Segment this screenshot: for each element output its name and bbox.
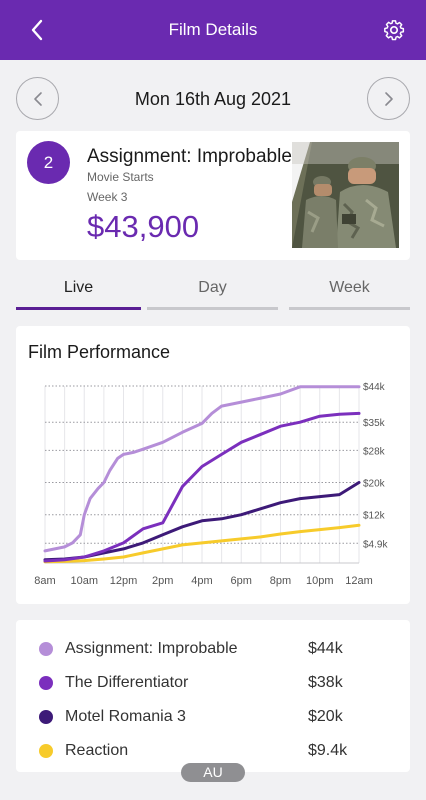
current-date: Mon 16th Aug 2021 xyxy=(134,89,292,109)
page-title: Film Details xyxy=(168,20,258,39)
chart-title: Film Performance xyxy=(28,342,171,362)
tab-week[interactable]: Week xyxy=(289,270,410,312)
series-line xyxy=(43,523,361,564)
x-tick-label: 8am xyxy=(34,575,55,587)
performance-chart: 8am 10am 12pm 2pm 4pm 6pm 8pm 10pm 12am $4.9k $12k… xyxy=(34,382,388,587)
tab-live-label: Live xyxy=(63,279,94,296)
series-line xyxy=(43,385,361,553)
date-navigation: Mon 16th Aug 2021 xyxy=(0,60,426,132)
film-poster-image xyxy=(292,142,399,248)
legend-film-value: $38k xyxy=(308,674,343,691)
tab-live[interactable]: Live xyxy=(16,270,141,312)
film-performance-card: Film Performance 8am 10am 12pm 2pm 4pm 6pm 8pm… xyxy=(16,326,410,604)
next-date-button[interactable] xyxy=(367,77,410,120)
legend-card: Assignment: Improbable $44k The Differen… xyxy=(16,620,410,772)
x-tick-label: 4pm xyxy=(191,575,212,587)
x-tick-label: 2pm xyxy=(152,575,173,587)
y-tick-label: $44k xyxy=(363,382,386,393)
legend-item[interactable]: The Differentiator $38k xyxy=(16,668,410,698)
back-button[interactable] xyxy=(22,14,52,46)
y-tick-label: $4.9k xyxy=(363,539,388,550)
x-tick-label: 10am xyxy=(70,575,98,587)
region-badge[interactable]: AU xyxy=(181,763,245,782)
film-gross: $43,900 xyxy=(87,209,200,244)
legend-item[interactable]: Motel Romania 3 $20k xyxy=(16,702,410,732)
legend-item[interactable]: Assignment: Improbable $44k xyxy=(16,634,410,664)
tab-week-label: Week xyxy=(329,279,370,296)
x-tick-label: 12am xyxy=(345,575,373,587)
series-line xyxy=(43,411,361,563)
previous-date-button[interactable] xyxy=(16,77,59,120)
legend-film-name: Reaction xyxy=(65,742,129,759)
legend-film-name: The Differentiator xyxy=(65,674,189,691)
legend-film-value: $9.4k xyxy=(308,742,348,759)
legend-film-name: Assignment: Improbable xyxy=(65,640,238,657)
gear-icon xyxy=(384,20,405,41)
legend-color-dot xyxy=(39,710,53,724)
legend-color-dot xyxy=(39,642,53,656)
film-title: Assignment: Improbable xyxy=(87,146,292,167)
film-status: Movie Starts xyxy=(87,170,154,184)
tab-day-label: Day xyxy=(198,279,227,296)
legend-film-value: $20k xyxy=(308,708,343,725)
rank-badge: 2 xyxy=(27,141,70,184)
x-tick-label: 12pm xyxy=(110,575,138,587)
chevron-left-icon xyxy=(31,19,43,41)
x-tick-label: 6pm xyxy=(231,575,252,587)
film-week: Week 3 xyxy=(87,190,128,204)
legend-item[interactable]: Reaction $9.4k xyxy=(16,736,410,766)
settings-button[interactable] xyxy=(380,16,408,44)
y-tick-label: $20k xyxy=(363,479,386,490)
film-summary-card: 2 Assignment: Improbable Movie Starts We… xyxy=(16,131,410,260)
legend-color-dot xyxy=(39,744,53,758)
x-tick-label: 8pm xyxy=(270,575,291,587)
top-bar: Film Details xyxy=(0,0,426,60)
y-tick-label: $28k xyxy=(363,446,386,457)
chevron-right-icon xyxy=(384,91,393,106)
period-tabs: Live Day Week xyxy=(16,270,410,312)
x-tick-label: 10pm xyxy=(306,575,334,587)
y-tick-label: $35k xyxy=(363,418,386,429)
legend-film-value: $44k xyxy=(308,640,343,657)
legend-color-dot xyxy=(39,676,53,690)
legend-film-name: Motel Romania 3 xyxy=(65,708,186,725)
tab-day[interactable]: Day xyxy=(147,270,278,312)
y-tick-label: $12k xyxy=(363,511,386,522)
chevron-left-icon xyxy=(33,91,42,106)
